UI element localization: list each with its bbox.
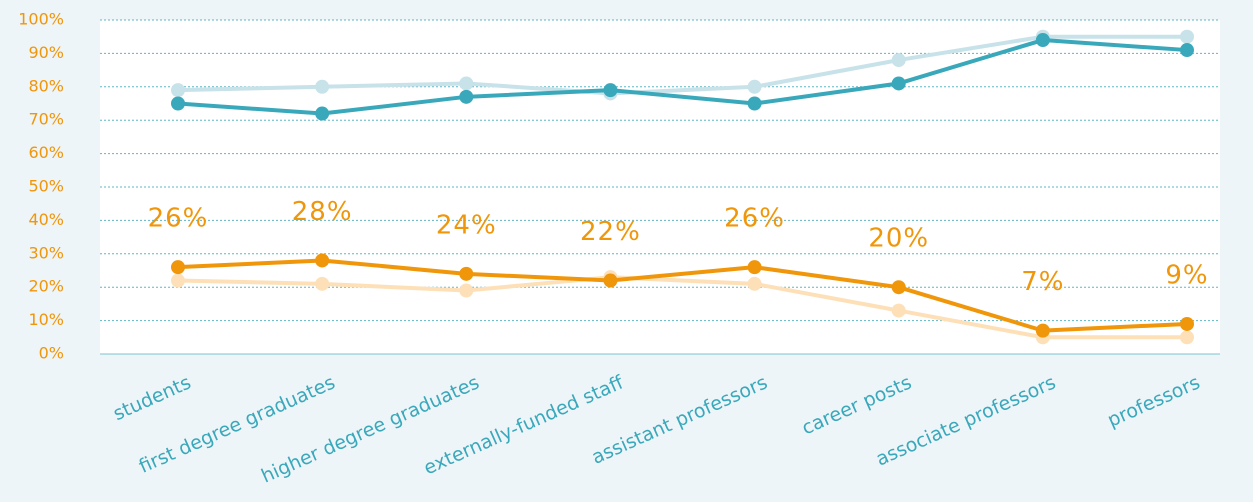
- y-tick-label: 100%: [18, 10, 64, 29]
- y-tick-label: 10%: [28, 310, 64, 329]
- data-point: [747, 260, 762, 275]
- data-point: [1180, 29, 1194, 44]
- x-tick-label: career posts: [799, 371, 915, 439]
- y-tick-label: 90%: [28, 43, 64, 62]
- y-tick-label: 0%: [39, 344, 64, 363]
- data-label: 28%: [292, 197, 353, 227]
- data-point: [1035, 33, 1050, 48]
- data-label: 7%: [1021, 267, 1064, 297]
- x-tick-label: students: [110, 371, 194, 425]
- data-label: 24%: [436, 210, 497, 240]
- data-point: [891, 53, 906, 68]
- data-point: [891, 280, 906, 295]
- data-label: 9%: [1165, 260, 1208, 290]
- y-tick-label: 20%: [28, 277, 64, 296]
- series-line: [177, 38, 1188, 116]
- data-point: [747, 276, 762, 291]
- data-point: [747, 96, 762, 111]
- data-point: [459, 89, 474, 104]
- data-point: [747, 79, 762, 94]
- data-point: [891, 303, 906, 318]
- data-point: [315, 253, 330, 268]
- data-point: [1180, 316, 1194, 331]
- data-point: [315, 79, 330, 94]
- y-tick-label: 40%: [28, 210, 64, 229]
- data-point: [891, 76, 906, 91]
- y-tick-label: 70%: [28, 110, 64, 129]
- y-tick-label: 50%: [28, 177, 64, 196]
- data-point: [171, 83, 185, 98]
- x-tick-label: professors: [1104, 371, 1203, 431]
- data-point: [459, 76, 474, 91]
- data-label: 26%: [724, 204, 785, 234]
- data-point: [459, 283, 474, 298]
- data-point: [459, 266, 474, 281]
- data-point: [171, 260, 185, 275]
- y-tick-label: 80%: [28, 76, 64, 95]
- data-point: [315, 276, 330, 291]
- series-line: [177, 275, 1187, 340]
- data-label: 26%: [148, 204, 209, 234]
- data-point: [1180, 330, 1194, 345]
- data-point: [603, 273, 618, 288]
- data-label: 22%: [580, 217, 641, 247]
- data-point: [171, 96, 185, 111]
- data-point: [1180, 43, 1194, 58]
- data-point: [171, 273, 185, 288]
- y-tick-label: 60%: [28, 143, 64, 162]
- series-line: [177, 34, 1187, 96]
- series-line: [177, 258, 1188, 333]
- data-label: 20%: [868, 224, 929, 254]
- data-point: [603, 83, 618, 98]
- data-point: [315, 106, 330, 121]
- data-point: [1035, 323, 1050, 338]
- y-tick-label: 30%: [28, 243, 64, 262]
